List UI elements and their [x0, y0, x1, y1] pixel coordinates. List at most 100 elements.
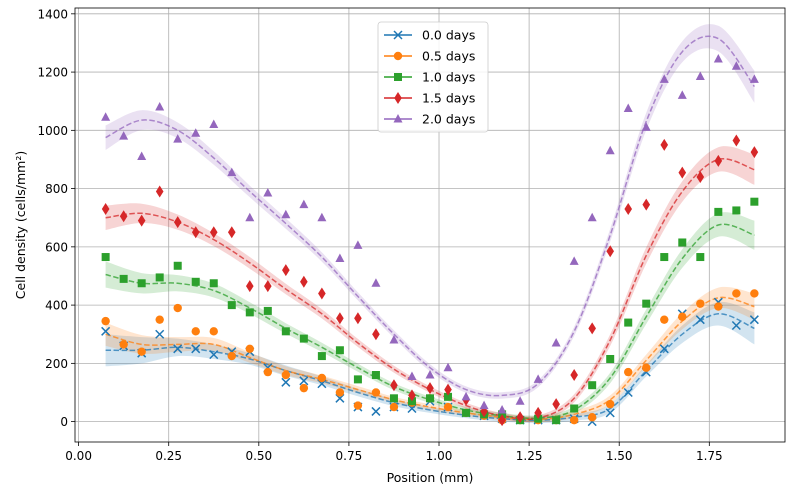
point-0-5-days — [660, 315, 669, 324]
point-1-5-days — [209, 226, 218, 239]
point-1-0-days — [462, 408, 471, 417]
point-2-0-days — [641, 122, 651, 131]
fit-line-2-0-days — [105, 35, 756, 397]
point-2-0-days — [623, 103, 633, 112]
point-2-0-days — [695, 71, 705, 80]
point-2-0-days — [209, 119, 219, 129]
point-0-5-days — [155, 315, 164, 324]
point-0-0-days — [731, 320, 741, 331]
y-tick-label: 0 — [60, 415, 68, 429]
point-0-5-days — [389, 402, 399, 412]
point-1-5-days — [696, 170, 705, 183]
point-0-5-days — [263, 367, 273, 377]
point-1-5-days — [282, 264, 290, 277]
point-1-0-days — [263, 306, 272, 315]
point-1-5-days — [552, 398, 560, 411]
point-2-0-days — [353, 240, 363, 249]
point-1-5-days — [245, 280, 254, 293]
point-0-0-days — [659, 344, 669, 354]
point-2-0-days — [335, 253, 345, 262]
point-1-0-days — [714, 207, 723, 216]
point-0-0-days — [371, 406, 381, 416]
point-0-5-days — [569, 415, 579, 425]
y-tick-label: 1000 — [37, 124, 68, 138]
point-2-0-days — [587, 212, 597, 222]
y-axis-label: Cell density (cells/mm²) — [13, 151, 28, 300]
point-1-0-days — [678, 238, 687, 247]
point-2-0-days — [479, 400, 489, 410]
point-0-0-days — [605, 408, 615, 418]
point-2-0-days — [389, 335, 399, 344]
point-2-0-days — [677, 90, 687, 99]
point-2-0-days — [137, 151, 147, 161]
point-0-5-days — [371, 388, 381, 397]
point-1-0-days — [335, 346, 344, 355]
x-tick-label: 0.50 — [245, 449, 272, 463]
point-0-5-days — [209, 327, 218, 336]
point-0-0-days — [155, 329, 165, 339]
point-0-0-days — [623, 387, 633, 398]
point-1-0-days — [624, 318, 633, 327]
point-0-0-days — [695, 315, 705, 325]
y-tick-label: 1400 — [37, 7, 68, 21]
point-1-0-days — [696, 253, 705, 262]
point-1-0-days — [227, 301, 236, 310]
y-axis-ticks: 0 200 400 600 800 1000 1200 1400 — [37, 7, 75, 429]
point-1-5-days — [155, 185, 164, 198]
point-2-0-days — [443, 362, 453, 372]
point-0-5-days — [443, 402, 453, 412]
point-0-5-days — [750, 289, 759, 298]
point-1-0-days — [299, 334, 308, 343]
point-1-5-days — [354, 312, 362, 325]
point-0-0-days — [299, 376, 309, 386]
point-0-5-days — [624, 367, 633, 377]
point-0-5-days — [281, 370, 291, 380]
point-0-5-days — [119, 340, 128, 349]
legend-label: 0.5 days — [422, 49, 475, 64]
x-tick-label: 0.00 — [65, 449, 92, 463]
point-1-0-days — [119, 274, 128, 283]
point-1-0-days — [371, 371, 380, 380]
point-1-5-days — [101, 202, 110, 215]
point-1-0-days — [588, 381, 597, 390]
point-0-5-days — [101, 316, 110, 326]
y-tick-label: 800 — [45, 182, 68, 196]
point-0-5-days — [299, 383, 309, 393]
point-0-5-days — [191, 327, 200, 336]
point-2-0-days — [515, 396, 525, 405]
x-tick-label: 1.00 — [426, 449, 453, 463]
x-tick-label: 1.50 — [606, 449, 633, 463]
point-1-5-days — [137, 214, 146, 227]
data-points — [101, 53, 759, 427]
x-tick-label: 0.25 — [155, 449, 182, 463]
point-1-5-days — [498, 414, 506, 427]
point-2-0-days — [497, 404, 507, 414]
point-1-5-days — [714, 154, 723, 167]
legend-label: 2.0 days — [422, 112, 475, 127]
point-1-5-days — [173, 216, 182, 229]
band-1-5-days — [105, 146, 755, 423]
point-1-5-days — [750, 146, 759, 159]
point-2-0-days — [173, 134, 183, 143]
legend-marker — [393, 51, 403, 61]
point-1-0-days — [155, 273, 164, 282]
point-1-5-days — [588, 322, 596, 335]
point-2-0-days — [731, 61, 741, 70]
point-2-0-days — [281, 209, 291, 219]
point-0-5-days — [173, 303, 182, 313]
y-tick-label: 1200 — [37, 66, 68, 80]
y-tick-label: 200 — [45, 357, 68, 371]
point-1-5-days — [390, 379, 398, 392]
point-1-0-days — [137, 279, 146, 288]
y-tick-label: 600 — [45, 240, 68, 254]
point-1-5-days — [606, 245, 615, 258]
point-1-0-days — [191, 277, 200, 286]
point-0-5-days — [335, 388, 345, 397]
point-1-0-days — [245, 308, 254, 317]
point-0-0-days — [281, 377, 291, 387]
point-2-0-days — [317, 212, 327, 222]
point-1-5-days — [624, 202, 633, 215]
point-1-5-days — [191, 226, 200, 239]
x-tick-label: 1.25 — [516, 449, 543, 463]
